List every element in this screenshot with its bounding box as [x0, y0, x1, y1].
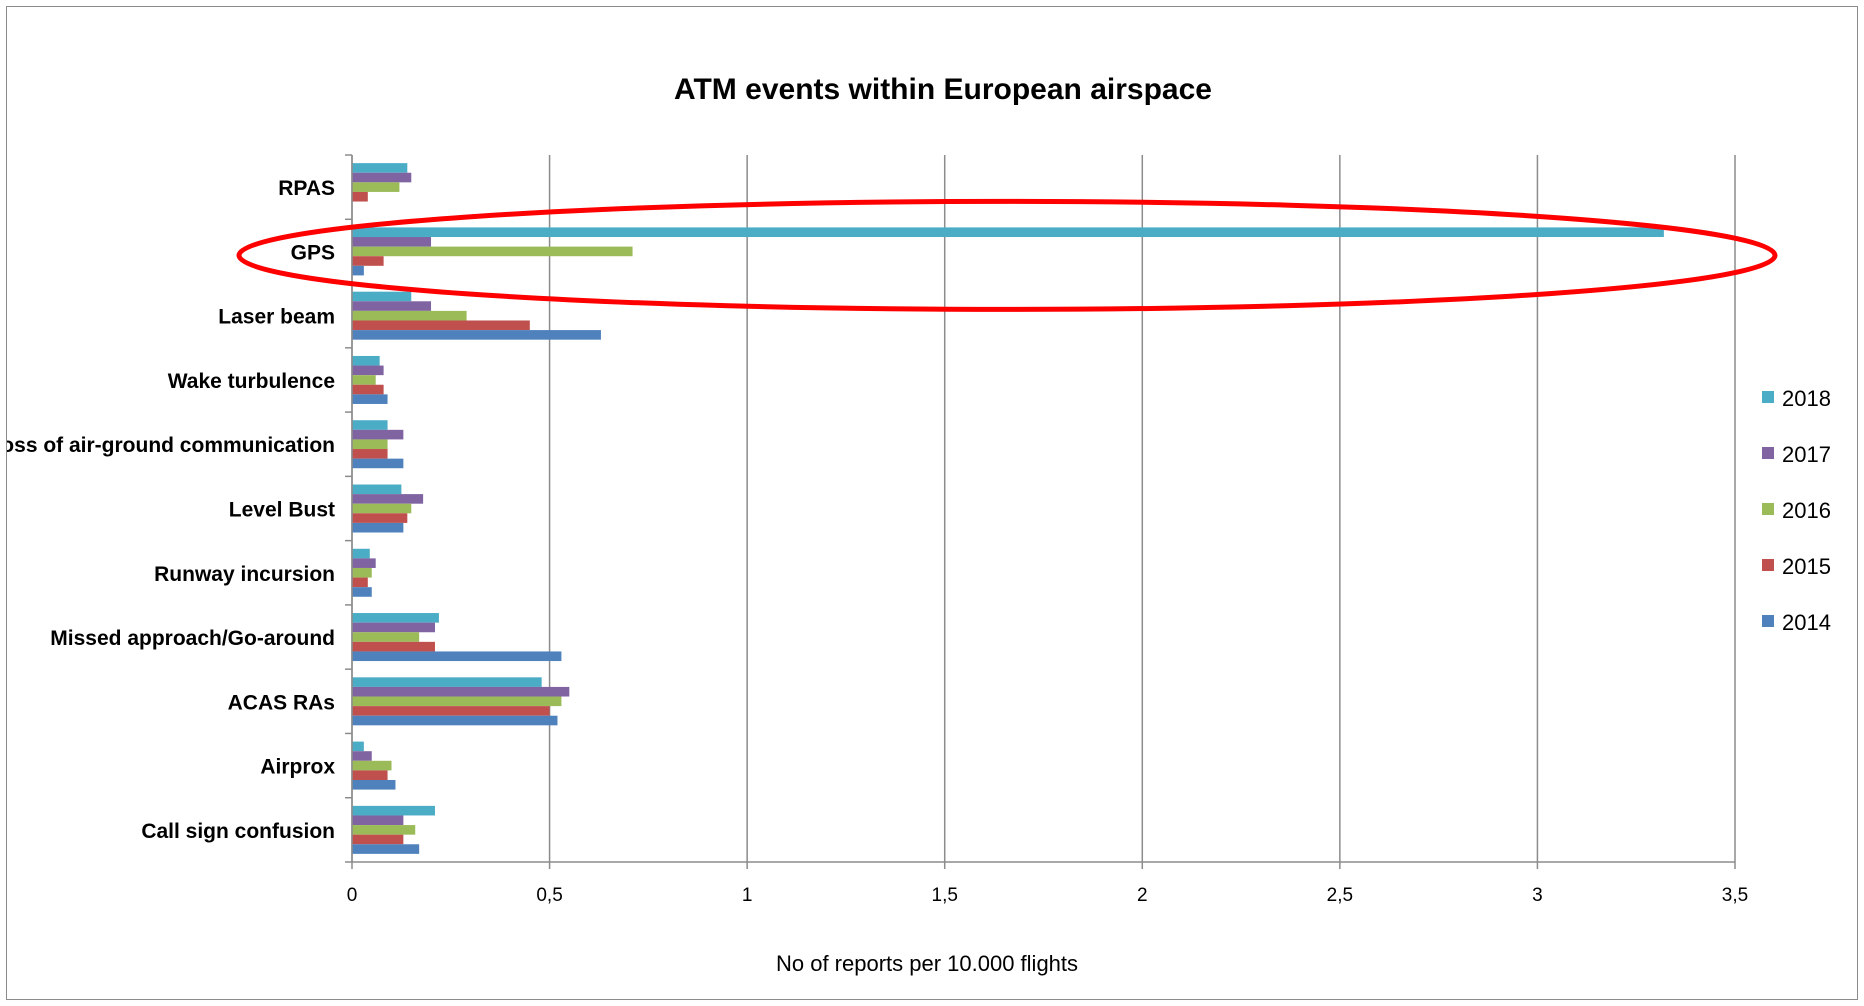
bar-2015-9: [352, 770, 388, 780]
y-category-label: Level Bust: [229, 499, 335, 522]
chart-frame: ATM events within European airspace 0 0,5…: [6, 6, 1858, 1000]
bar-2016-4: [352, 439, 388, 450]
legend-label: 2018: [1782, 386, 1831, 411]
y-category-label: Call sign confusion: [141, 820, 335, 843]
bar-2016-1: [352, 246, 633, 257]
bar-2018-4: [352, 420, 388, 430]
annotation-layer: [236, 198, 1778, 312]
bar-2018-7: [352, 613, 439, 623]
grid-layer: [351, 155, 1736, 862]
legend-swatch-2018: [1762, 391, 1774, 403]
y-category-label: Loss of air-ground communication: [7, 434, 335, 457]
bar-2016-6: [352, 567, 372, 578]
bar-2015-8: [352, 706, 550, 716]
y-category-label: GPS: [291, 241, 335, 264]
bar-2017-0: [352, 172, 412, 183]
x-tick-label: 2,5: [1327, 885, 1353, 906]
x-tick-label: 1: [742, 885, 753, 906]
legend-swatch-2014: [1762, 615, 1774, 627]
legend-swatch-2016: [1762, 503, 1774, 515]
bar-2014-4: [352, 458, 404, 469]
bar-2017-7: [352, 622, 435, 633]
bar-2014-8: [352, 715, 558, 726]
y-category-label: Runway incursion: [154, 563, 335, 586]
x-tick-label: 3: [1532, 885, 1543, 906]
y-category-label: ACAS RAs: [228, 691, 335, 714]
bar-2014-2: [352, 330, 601, 340]
legend-label: 2015: [1782, 554, 1831, 579]
bar-2016-8: [352, 696, 562, 707]
bar-2016-9: [352, 760, 392, 771]
x-tick-label: 3,5: [1722, 885, 1748, 906]
bar-2018-9: [352, 741, 364, 752]
legend-swatch-2017: [1762, 447, 1774, 459]
bar-2016-5: [352, 503, 412, 514]
bar-2017-3: [352, 365, 384, 376]
bar-2014-6: [352, 587, 372, 597]
highlight-ellipse-0: [236, 198, 1778, 312]
bar-2015-5: [352, 513, 408, 523]
bar-2017-8: [352, 686, 570, 697]
bar-2014-1: [352, 265, 364, 276]
bar-2015-2: [352, 320, 530, 331]
bar-2018-0: [352, 163, 408, 173]
legend-label: 2017: [1782, 442, 1831, 467]
x-tick-label: 0,5: [536, 885, 562, 906]
y-category-label: Wake turbulence: [168, 370, 335, 393]
bar-2017-6: [352, 558, 376, 568]
bar-2018-1: [352, 227, 1664, 238]
bar-2016-10: [352, 825, 416, 835]
bar-2016-2: [352, 310, 467, 321]
bar-2016-7: [352, 632, 420, 642]
legend-label: 2016: [1782, 498, 1831, 523]
y-category-label: Airprox: [260, 756, 335, 779]
legend-label: 2014: [1782, 610, 1831, 635]
bar-2015-4: [352, 449, 388, 459]
bar-2017-2: [352, 301, 432, 311]
bar-2014-3: [352, 394, 388, 404]
chart-svg: ATM events within European airspace 0 0,5…: [7, 73, 1831, 976]
x-tick-label: 1,5: [932, 885, 958, 906]
bar-2018-6: [352, 548, 370, 559]
bar-2016-3: [352, 375, 376, 385]
bar-2018-8: [352, 677, 542, 687]
legend-swatch-2015: [1762, 559, 1774, 571]
bar-2018-2: [352, 291, 412, 302]
bar-2017-10: [352, 815, 404, 826]
bar-2018-10: [352, 805, 435, 816]
axis-layer: 0 0,5 1 1,5 2 2,5 3 3,5 RPAS GPS Laser beam Wake tu…: [7, 154, 1748, 906]
y-category-label: Laser beam: [218, 306, 335, 329]
y-category-label: RPAS: [278, 177, 335, 200]
bar-2018-5: [352, 484, 402, 495]
bar-2015-6: [352, 577, 368, 588]
bar-2017-4: [352, 429, 404, 440]
bar-2018-3: [352, 355, 380, 366]
bar-2015-10: [352, 834, 404, 845]
y-category-label: Missed approach/Go-around: [50, 627, 335, 650]
legend-layer: 2018 2017 2016 2015 2014: [1762, 386, 1831, 635]
bar-2017-1: [352, 237, 432, 247]
bar-2017-5: [352, 494, 424, 504]
bar-2016-0: [352, 182, 400, 192]
bar-2014-5: [352, 522, 404, 533]
bar-layer: [352, 163, 1664, 854]
bar-2014-10: [352, 844, 420, 854]
x-tick-label: 0: [347, 885, 358, 906]
bar-2017-9: [352, 751, 372, 761]
bar-2015-7: [352, 641, 435, 652]
bar-2014-9: [352, 779, 396, 790]
bar-2015-0: [352, 191, 368, 202]
chart-title: ATM events within European airspace: [674, 73, 1212, 106]
x-tick-label: 2: [1137, 885, 1148, 906]
bar-2015-1: [352, 256, 384, 266]
bar-2014-7: [352, 651, 562, 662]
bar-2015-3: [352, 384, 384, 395]
x-axis-title: No of reports per 10.000 flights: [776, 951, 1078, 976]
